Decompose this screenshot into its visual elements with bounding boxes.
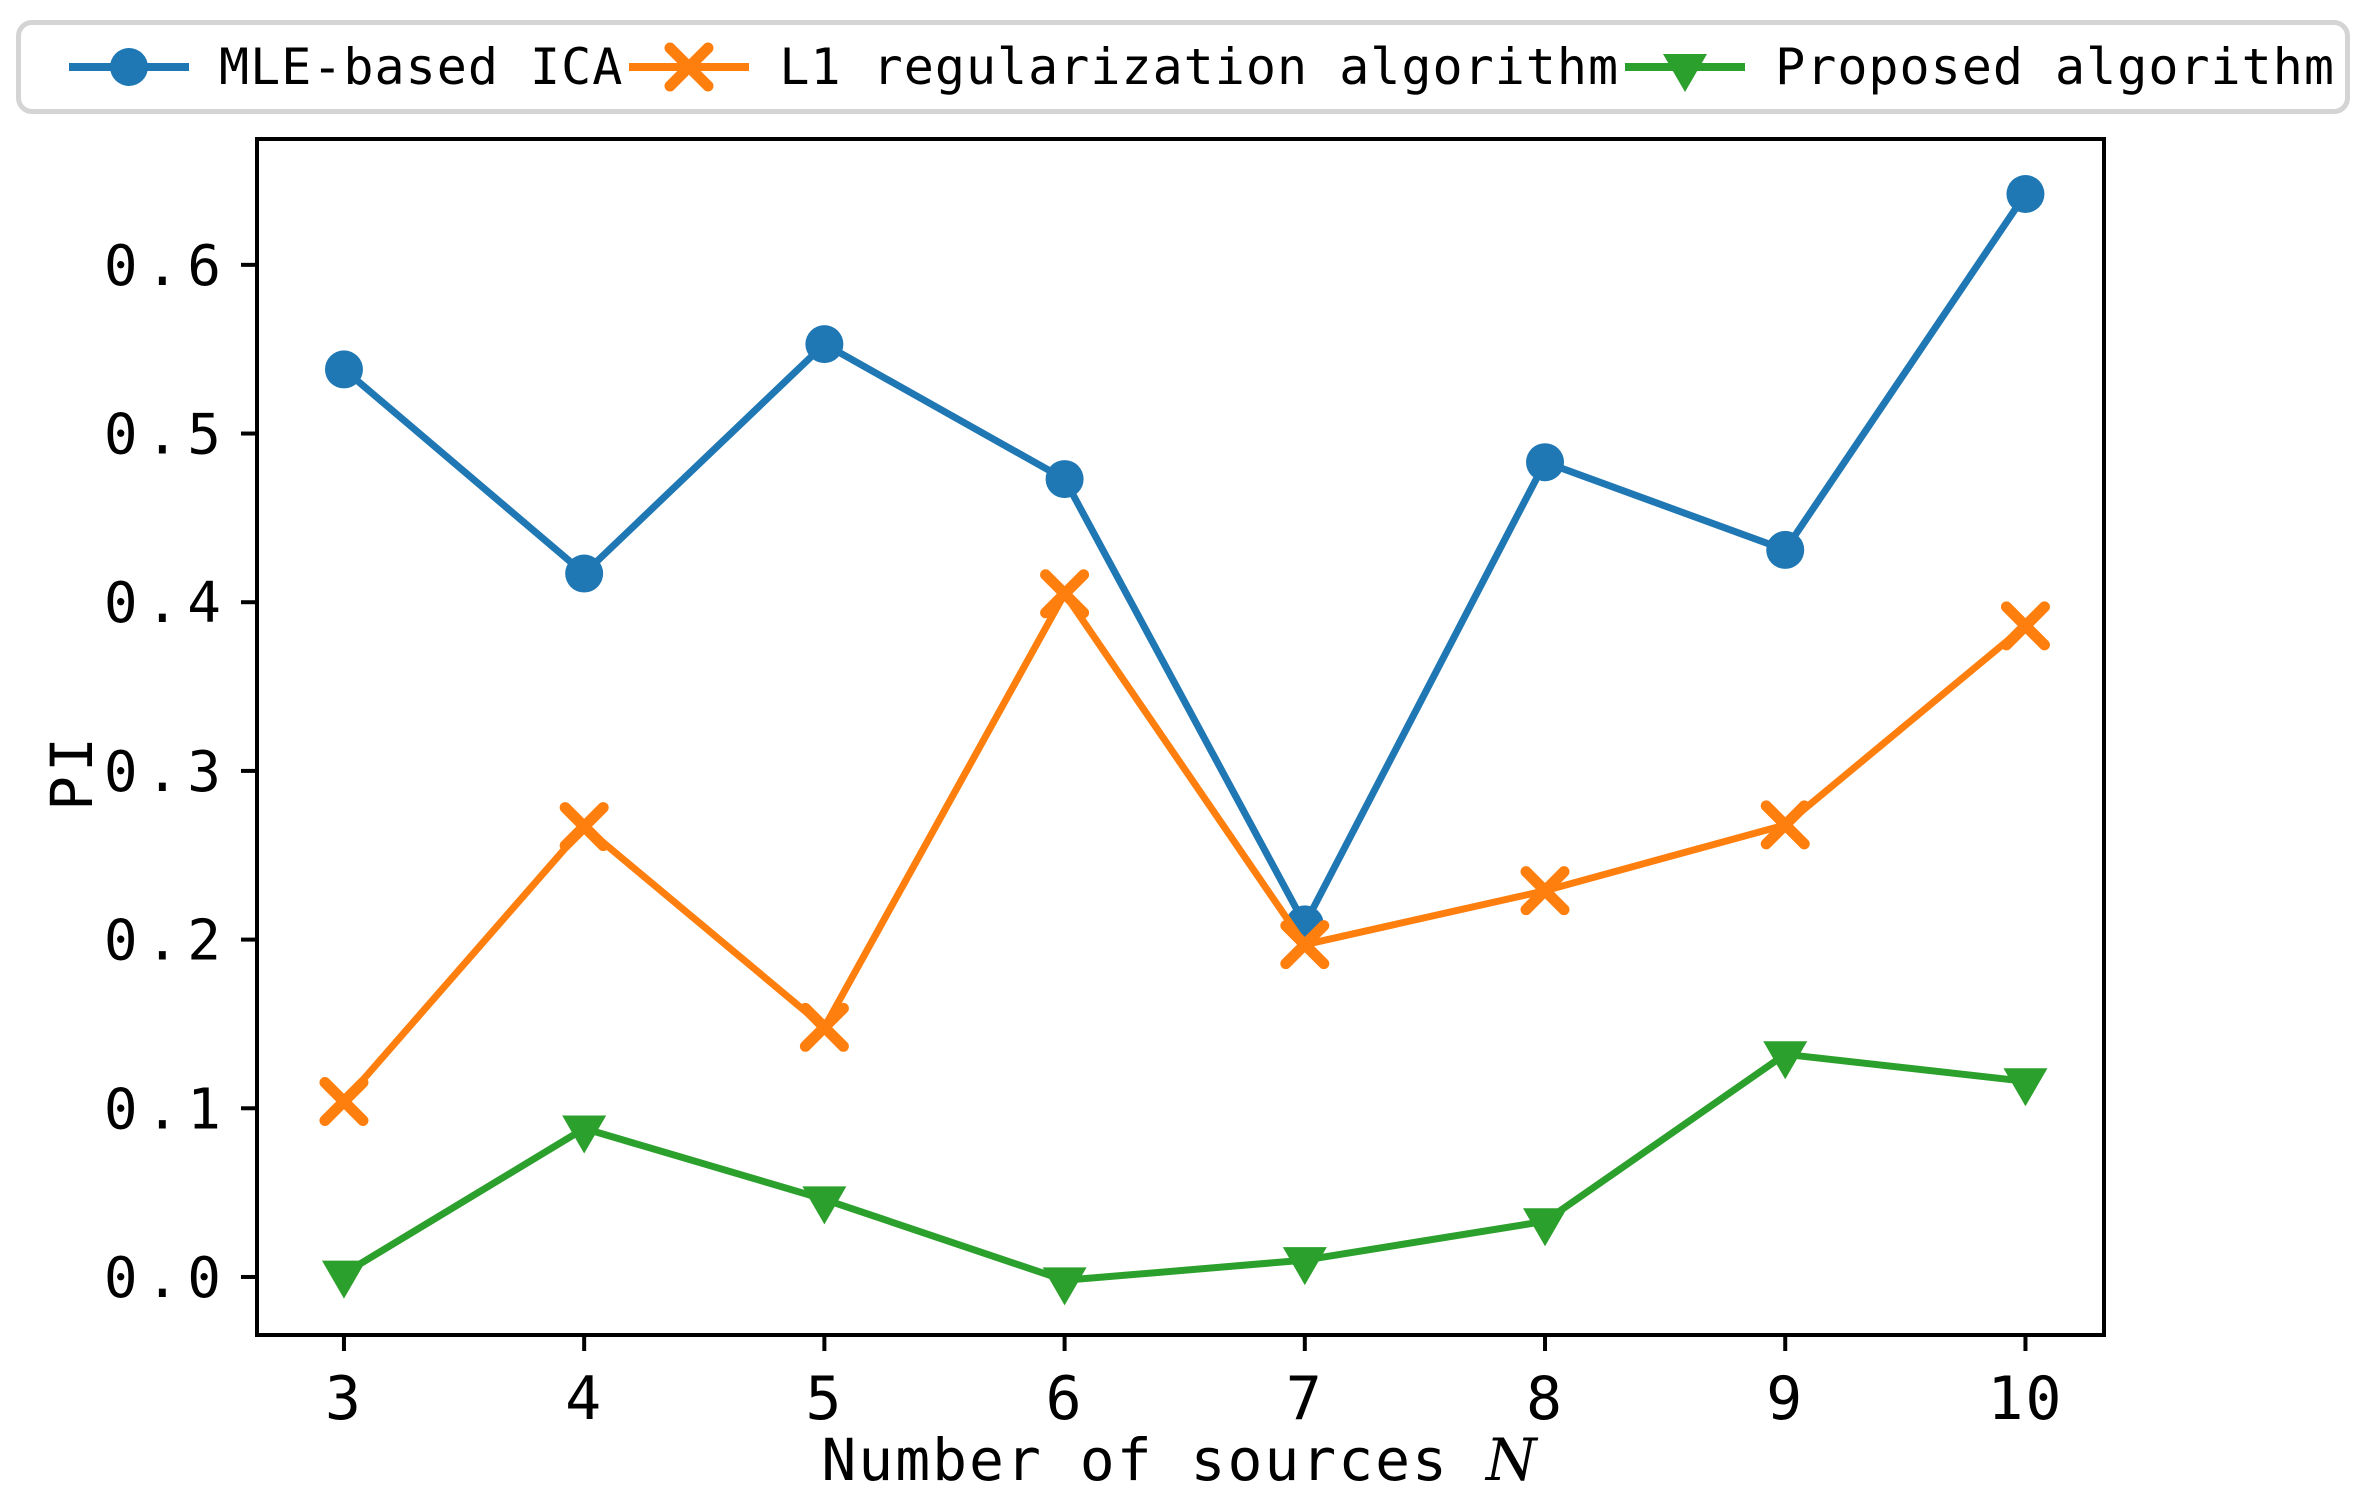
marker-mle-based-ica-x6 [1045, 460, 1084, 499]
legend: MLE-based ICA L1 regularization algorith… [16, 20, 2350, 114]
legend-label: L1 regularization algorithm [779, 38, 1620, 96]
marker-l1-regularization-algorithm-x5 [799, 1002, 849, 1052]
marker-mle-based-ica-x10 [2006, 174, 2045, 213]
marker-mle-based-ica-x3 [324, 350, 363, 389]
legend-x-icon [664, 42, 714, 92]
x-tick-label: 8 [1526, 1364, 1564, 1434]
y-tick-label: 0.4 [104, 571, 229, 636]
x-axis-title: Number of sources N [821, 1426, 1538, 1494]
marker-proposed-algorithm-x6 [1042, 1267, 1087, 1306]
series-line-proposed-algorithm [342, 1050, 2026, 1284]
x-axis-title-text: Number of sources [821, 1426, 1486, 1494]
marker-l1-regularization-algorithm-x8 [1520, 866, 1570, 916]
legend-label: MLE-based ICA [219, 38, 624, 96]
legend-item-mle-based-ica: MLE-based ICA [63, 37, 623, 97]
legend-marker-triangle-icon [1625, 54, 1746, 92]
x-tick-label: 3 [325, 1364, 363, 1434]
marker-l1-regularization-algorithm-x9 [1760, 800, 1810, 850]
series-line-l1-regularization-algorithm [341, 590, 2028, 1104]
x-axis-title-math-n: N [1485, 1426, 1539, 1494]
marker-mle-based-ica-x8 [1526, 443, 1565, 482]
y-tick-label: 0.6 [104, 234, 229, 299]
marker-l1-regularization-algorithm-x7 [1280, 920, 1330, 970]
x-tick-label: 7 [1286, 1364, 1324, 1434]
marker-l1-regularization-algorithm-x3 [319, 1077, 369, 1127]
legend-label: Proposed algorithm [1775, 38, 2335, 96]
legend-marker-circle-icon [69, 48, 189, 86]
marker-l1-regularization-algorithm-x6 [1040, 569, 1090, 619]
x-tick-label: 9 [1766, 1364, 1804, 1434]
marker-proposed-algorithm-x7 [1282, 1247, 1327, 1286]
marker-proposed-algorithm-x9 [1763, 1041, 1808, 1080]
y-tick-label: 0.0 [104, 1246, 229, 1311]
x-tick-label: 4 [565, 1364, 603, 1434]
x-tick-label: 6 [1046, 1364, 1084, 1434]
legend-marker-x-icon [629, 42, 750, 92]
marker-mle-based-ica-x9 [1766, 530, 1805, 569]
legend-triangle-down-icon [1663, 54, 1708, 92]
marker-mle-based-ica-x5 [805, 325, 844, 364]
marker-proposed-algorithm-x3 [321, 1260, 366, 1299]
y-tick-label: 0.1 [104, 1077, 229, 1142]
marker-proposed-algorithm-x8 [1523, 1208, 1568, 1247]
marker-proposed-algorithm-x4 [562, 1115, 607, 1154]
x-tick-label: 10 [1987, 1364, 2063, 1434]
legend-item-proposed-algorithm: Proposed algorithm [1619, 37, 2335, 97]
marker-mle-based-ica-x4 [565, 554, 604, 593]
marker-proposed-algorithm-x5 [802, 1186, 847, 1225]
y-tick-label: 0.2 [104, 909, 229, 974]
marker-l1-regularization-algorithm-x4 [559, 802, 609, 852]
plot-border [255, 137, 2106, 1337]
series-line-mle-based-ica [341, 192, 2029, 928]
y-tick-label: 0.5 [104, 403, 229, 468]
y-tick-label: 0.3 [104, 740, 229, 805]
legend-circle-icon [110, 48, 148, 86]
marker-l1-regularization-algorithm-x10 [2000, 601, 2050, 651]
x-tick-label: 5 [805, 1364, 843, 1434]
legend-item-l1-regularization: L1 regularization algorithm [623, 37, 1619, 97]
marker-proposed-algorithm-x10 [2003, 1068, 2048, 1107]
y-axis-title: PI [38, 733, 106, 811]
